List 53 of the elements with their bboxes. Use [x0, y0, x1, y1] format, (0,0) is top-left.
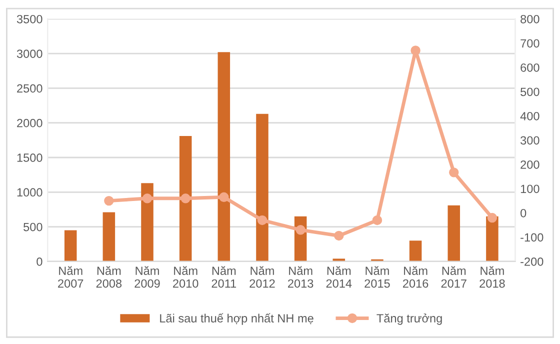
bar [102, 212, 116, 262]
y2-tick-label: 500 [520, 88, 540, 96]
x-tick-label: Năm 2016 [403, 266, 428, 288]
y-tick-label: 500 [24, 222, 42, 232]
y-tick-label: 1500 [17, 154, 42, 162]
x-tick-label: Năm 2011 [212, 266, 236, 288]
y2-tick-label: 600 [520, 63, 540, 72]
y2-tick-label: 100 [520, 184, 540, 194]
x-tick-label: Năm 2008 [96, 266, 122, 288]
x-tick-label: Năm 2009 [134, 266, 160, 288]
point [104, 196, 114, 206]
x-tick-label: Năm 2007 [58, 266, 84, 288]
point [257, 215, 268, 226]
y2-tick-label: 300 [520, 136, 540, 145]
point [449, 168, 459, 178]
y2-tick-label: -200 [520, 257, 544, 266]
x-tick-label: Năm 2017 [441, 266, 466, 288]
bar [218, 52, 230, 262]
y-tick-label: 2000 [17, 118, 42, 128]
x-tick-label: Năm 2014 [326, 266, 352, 288]
x-tick-label: Năm 2015 [364, 266, 390, 288]
point [372, 215, 382, 226]
point [334, 230, 344, 241]
bar [64, 230, 77, 262]
x-tick-label: Năm 2013 [288, 266, 314, 288]
bar [141, 183, 154, 262]
y2-tick-label: -100 [520, 233, 544, 242]
bar [179, 136, 192, 262]
legend-label: Tăng trưởng [376, 313, 442, 325]
y2-tick-label: 800 [520, 14, 540, 24]
point [142, 194, 152, 204]
bar [409, 240, 422, 262]
y-tick-label: 3500 [16, 14, 42, 24]
bar [256, 114, 268, 262]
y-tick-label: 1000 [17, 188, 42, 197]
bar [448, 205, 460, 262]
x-tick-label: Năm 2018 [480, 266, 505, 288]
point [180, 194, 190, 204]
y2-tick-label: 700 [520, 39, 540, 48]
point [410, 46, 420, 56]
y2-tick-label: 200 [520, 160, 540, 169]
y-tick-label: 3000 [16, 50, 42, 58]
point [487, 212, 498, 223]
x-tick-label: Năm 2012 [250, 266, 275, 288]
x-tick-label: Năm 2010 [173, 266, 198, 288]
point [296, 225, 306, 235]
y-tick-label: 0 [36, 257, 42, 266]
y-tick-label: 2500 [17, 84, 42, 93]
y2-tick-label: 0 [520, 208, 526, 218]
legend-label: Lãi sau thuế hợp nhất NH mẹ [160, 313, 314, 325]
point [219, 192, 229, 202]
y2-tick-label: 400 [520, 112, 540, 120]
bar [486, 216, 498, 262]
